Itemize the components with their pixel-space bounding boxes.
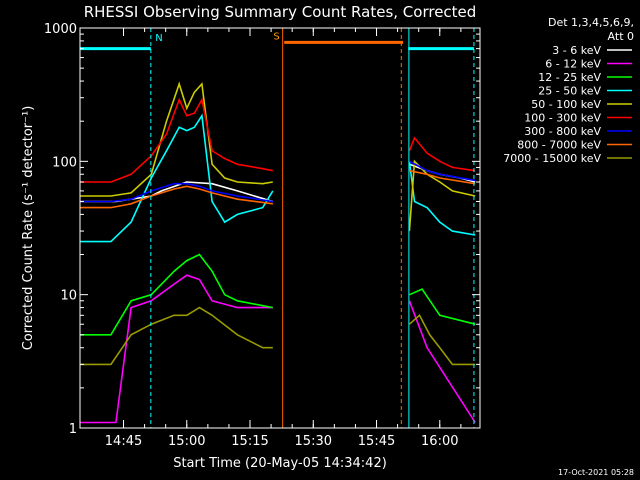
series-group bbox=[80, 81, 476, 424]
legend-label: 12 - 25 keV bbox=[538, 71, 601, 84]
series-line-6-part-0 bbox=[80, 182, 273, 203]
x-tick-label: 15:45 bbox=[358, 434, 395, 449]
series-line-6-part-1 bbox=[409, 160, 476, 182]
legend-header: Det 1,3,4,5,6,9, bbox=[548, 16, 634, 29]
series-line-4-part-1 bbox=[408, 159, 476, 232]
series-line-3-part-1 bbox=[408, 161, 476, 236]
y-tick-label: 10 bbox=[60, 289, 77, 304]
legend-label: 50 - 100 keV bbox=[531, 98, 601, 111]
x-tick-label: 15:30 bbox=[295, 434, 332, 449]
legend-label: 800 - 7000 keV bbox=[517, 139, 601, 152]
series-line-2-part-1 bbox=[409, 288, 476, 325]
series-line-3-part-0 bbox=[80, 113, 274, 243]
legend-label: 6 - 12 keV bbox=[545, 58, 601, 71]
series-line-8-part-1 bbox=[408, 314, 476, 366]
series-line-5-part-0 bbox=[80, 97, 273, 183]
plot-frame bbox=[79, 27, 481, 429]
legend-label: 300 - 800 keV bbox=[524, 125, 601, 138]
x-axis-label: Start Time (20-May-05 14:34:42) bbox=[173, 456, 387, 471]
series-line-5-part-1 bbox=[408, 136, 476, 172]
series-line-7-part-0 bbox=[80, 185, 273, 209]
x-tick-label: 15:00 bbox=[168, 434, 205, 449]
chart-title: RHESSI Observing Summary Count Rates, Co… bbox=[84, 3, 477, 21]
series-line-8-part-0 bbox=[80, 306, 273, 366]
legend-label: 100 - 300 keV bbox=[524, 112, 601, 125]
y-axis-label: Corrected Count Rate (s⁻¹ detector⁻¹) bbox=[21, 106, 36, 351]
legend-label: 3 - 6 keV bbox=[552, 44, 601, 57]
y-tick-label: 1000 bbox=[44, 22, 77, 37]
x-tick-label: 16:00 bbox=[421, 434, 458, 449]
x-tick-label: 14:45 bbox=[105, 434, 142, 449]
y-tick-label: 1 bbox=[69, 422, 77, 437]
series-line-4-part-0 bbox=[80, 81, 273, 197]
series-line-0-part-0 bbox=[80, 181, 274, 203]
annotation-1: S bbox=[273, 31, 279, 42]
series-line-7-part-1 bbox=[409, 169, 476, 185]
series-line-1-part-0 bbox=[80, 274, 273, 424]
legend-label: 7000 - 15000 keV bbox=[503, 152, 601, 165]
series-line-2-part-0 bbox=[80, 253, 273, 336]
y-tick-label: 100 bbox=[52, 155, 77, 170]
series-line-1-part-1 bbox=[408, 300, 476, 423]
legend-label: 25 - 50 keV bbox=[538, 85, 601, 98]
annotation-0: N bbox=[155, 33, 162, 44]
legend-header-att: Att 0 bbox=[608, 30, 634, 43]
x-tick-label: 15:15 bbox=[231, 434, 268, 449]
date-stamp: 17-Oct-2021 05:28 bbox=[558, 468, 634, 477]
